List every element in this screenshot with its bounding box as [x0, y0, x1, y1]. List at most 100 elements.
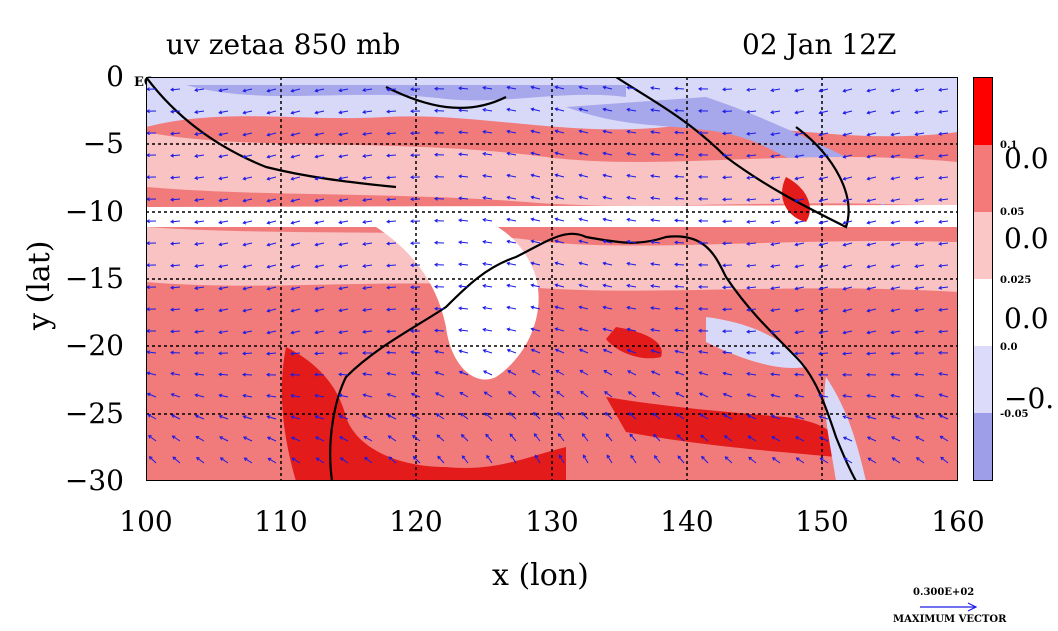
wind-vector [723, 372, 733, 376]
wind-vector-head [554, 129, 559, 134]
wind-vector [891, 154, 901, 158]
wind-vector-head [626, 85, 631, 90]
wind-vector [795, 176, 805, 180]
wind-vector-head [362, 286, 367, 290]
wind-vector-head [410, 285, 414, 290]
wind-vector-head [818, 154, 823, 159]
wind-vector [771, 394, 781, 398]
wind-vector-head [890, 330, 895, 335]
wind-vector-head [890, 308, 895, 313]
wind-vector [147, 414, 157, 420]
colorbar-level-label: 0.1 [1000, 140, 1018, 151]
wind-vector-head [818, 110, 823, 115]
wind-vector-head [818, 264, 823, 269]
wind-vector [653, 434, 661, 442]
wind-vector-head [170, 219, 174, 224]
wind-vector-head [554, 85, 559, 90]
wind-vector-head [386, 393, 391, 397]
wind-vector-head [146, 285, 150, 290]
wind-vector-head [458, 218, 462, 223]
wind-vector-head [602, 129, 607, 134]
wind-vector [291, 286, 301, 290]
wind-vector-head [146, 371, 151, 376]
wind-vector-head [410, 131, 414, 136]
wind-vector [939, 264, 949, 267]
wind-vector [291, 330, 301, 334]
wind-vector-head [290, 220, 295, 225]
wind-vector-head [242, 415, 247, 419]
wind-vector [531, 240, 541, 244]
wind-vector [915, 88, 925, 92]
wind-vector-head [482, 239, 487, 244]
wind-vector [267, 242, 277, 246]
wind-vector [363, 132, 373, 135]
colorbar-big-label: −0. [1004, 382, 1055, 415]
wind-vector-head [627, 370, 631, 374]
wind-vector [866, 352, 877, 355]
wind-vector-head [170, 87, 174, 92]
wind-vector [531, 328, 541, 332]
wind-vector [819, 176, 829, 180]
wind-vector [363, 88, 373, 91]
wind-vector [651, 153, 661, 156]
wind-vector-head [218, 308, 223, 313]
wind-vector-head [748, 456, 753, 461]
wind-vector-head [147, 414, 152, 418]
wind-vector-head [338, 88, 343, 93]
wind-vector [437, 455, 445, 464]
wind-vector-head [626, 327, 631, 332]
wind-vector-head [629, 433, 634, 438]
wind-vector [891, 132, 901, 136]
wind-vector [243, 264, 253, 268]
wind-vector-head [314, 198, 319, 203]
wind-vector-head [722, 175, 726, 180]
wind-vector-head [506, 107, 511, 112]
wind-vector [219, 176, 229, 180]
wind-vector-head [411, 413, 416, 418]
wind-vector-head [842, 264, 847, 269]
wind-vector-head [650, 130, 655, 135]
wind-vector [819, 286, 829, 290]
wind-vector [291, 436, 301, 442]
wind-vector [915, 176, 925, 180]
wind-vector-head [890, 415, 895, 419]
wind-vector-head [170, 329, 174, 334]
wind-vector [458, 197, 469, 200]
wind-vector [555, 306, 565, 310]
wind-vector-head [314, 393, 319, 398]
wind-vector [891, 330, 901, 334]
wind-vector-head [506, 195, 511, 200]
wind-vector [507, 349, 517, 354]
wind-vector-head [314, 351, 318, 356]
wind-vector-head [818, 176, 823, 181]
wind-vector-head [170, 109, 174, 114]
wind-vector [170, 110, 181, 113]
wind-vector [484, 391, 493, 398]
wind-vector [651, 87, 661, 90]
wind-vector-head [698, 284, 702, 289]
wind-vector-head [698, 86, 702, 91]
wind-vector [386, 220, 397, 223]
wind-vector [386, 132, 397, 135]
wind-vector [674, 175, 685, 178]
wind-vector-head [722, 109, 726, 114]
wind-vector-head [842, 415, 847, 419]
plot-title-left: uv zetaa 850 mb [166, 28, 401, 61]
wind-vector-head [890, 176, 895, 181]
wind-vector [627, 328, 637, 332]
wind-vector [654, 455, 661, 464]
wind-vector [723, 414, 733, 420]
wind-vector-head [722, 241, 726, 246]
wind-vector [867, 436, 877, 442]
wind-vector [628, 391, 637, 398]
wind-vector-head [434, 130, 438, 135]
wind-vector [867, 176, 877, 180]
wind-vector [701, 456, 709, 464]
wind-vector-head [290, 154, 295, 159]
colorbar-segment [974, 212, 992, 279]
wind-vector-head [339, 457, 344, 461]
wind-vector-head [650, 108, 655, 113]
wind-vector-head [436, 434, 441, 439]
wind-vector-head [242, 110, 247, 115]
wind-vector [674, 329, 685, 332]
